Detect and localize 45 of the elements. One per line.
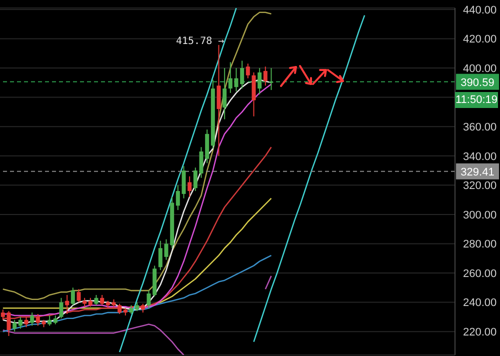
- candlestick: [258, 68, 262, 95]
- y-tick-label: 440.00: [463, 4, 497, 16]
- candlestick: [0, 309, 5, 320]
- candlestick: [158, 240, 162, 271]
- candlestick: [263, 66, 268, 86]
- y-tick-label: 320.00: [463, 180, 497, 192]
- candlestick: [76, 288, 81, 303]
- ref-line-label: 390.59: [460, 76, 494, 89]
- line-series: [2, 254, 272, 332]
- candlestick: [12, 319, 17, 332]
- y-tick-label: 260.00: [463, 268, 497, 280]
- candlestick: [30, 312, 34, 326]
- candlestick: [216, 44, 221, 156]
- candlestick: [176, 184, 180, 211]
- candlestick: [228, 62, 232, 94]
- candlestick: [94, 294, 98, 306]
- annotation: 415.78 →: [176, 36, 224, 47]
- y-tick-label: 280.00: [463, 238, 497, 251]
- y-tick-label: 220.00: [463, 326, 497, 338]
- y-tick-label: 400.00: [463, 62, 497, 75]
- y-tick-label: 420.00: [463, 34, 497, 46]
- y-tick-label: 340.00: [463, 150, 497, 163]
- candlestick: [48, 314, 52, 326]
- y-tick-label: 240.00: [463, 297, 497, 310]
- candlestick: [59, 297, 64, 319]
- line-series: [253, 14, 366, 342]
- line-series: [118, 8, 237, 353]
- candlestick: [18, 316, 22, 330]
- candlestick: [222, 68, 227, 120]
- candlestick: [188, 176, 192, 198]
- candlestick: [65, 294, 70, 315]
- candlestick: [6, 310, 11, 336]
- candlestick: [246, 63, 250, 79]
- candlestick: [193, 167, 198, 192]
- ref-line-label: 329.41: [460, 166, 494, 178]
- text: 11:50:19: [455, 92, 498, 108]
- candlestick: [182, 166, 186, 199]
- candlestick: [70, 287, 75, 306]
- candlestick: [269, 68, 274, 90]
- candlestick: [36, 314, 40, 326]
- candlestick: [24, 316, 28, 328]
- y-tick-label: 360.00: [463, 122, 497, 134]
- y-tick-label: 300.00: [463, 209, 497, 222]
- candlestick: [100, 294, 104, 306]
- candlestick: [118, 303, 122, 315]
